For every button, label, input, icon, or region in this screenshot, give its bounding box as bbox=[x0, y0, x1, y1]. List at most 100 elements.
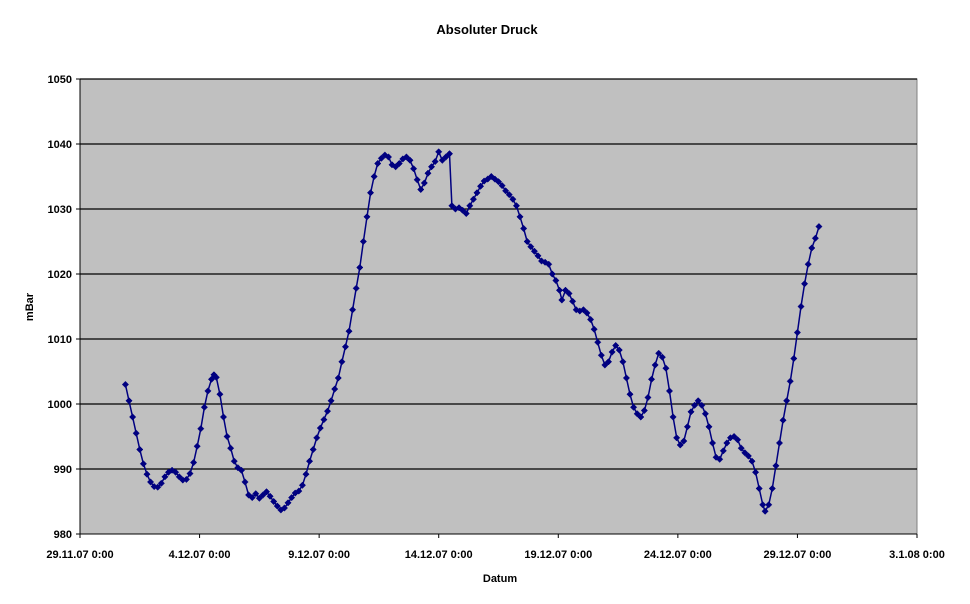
data-point bbox=[665, 387, 674, 395]
data-point bbox=[316, 424, 324, 432]
data-point bbox=[619, 358, 627, 366]
data-point bbox=[338, 358, 346, 366]
data-point bbox=[748, 457, 756, 465]
data-point bbox=[680, 437, 688, 445]
data-point bbox=[356, 263, 364, 272]
data-point bbox=[417, 185, 425, 194]
data-point bbox=[804, 260, 812, 268]
data-point bbox=[705, 423, 713, 431]
data-point bbox=[420, 179, 428, 187]
data-point bbox=[462, 209, 470, 218]
data-point bbox=[759, 501, 767, 509]
data-point bbox=[701, 410, 709, 418]
data-point bbox=[298, 481, 306, 489]
data-point bbox=[730, 432, 738, 441]
data-point bbox=[227, 444, 235, 452]
data-point bbox=[790, 354, 798, 363]
data-point bbox=[793, 328, 801, 337]
data-point bbox=[527, 243, 535, 251]
data-point bbox=[520, 224, 528, 233]
data-point bbox=[395, 159, 403, 168]
data-point bbox=[442, 153, 450, 161]
x-tick-label: 9.12.07 0:00 bbox=[288, 549, 350, 561]
data-point bbox=[341, 343, 350, 351]
data-point bbox=[772, 462, 780, 470]
data-point bbox=[392, 163, 400, 171]
data-point bbox=[612, 341, 620, 350]
y-axis-ticks: 980 990 1000 1010 1020 1030 1040 1050 bbox=[48, 74, 80, 541]
chart-title: Absoluter Druck bbox=[436, 22, 538, 37]
data-point bbox=[121, 380, 129, 389]
data-point bbox=[445, 150, 454, 158]
data-point bbox=[230, 457, 238, 465]
data-point bbox=[186, 469, 194, 478]
y-tick-label: 1030 bbox=[48, 204, 72, 216]
data-point bbox=[175, 473, 183, 481]
data-point bbox=[363, 213, 371, 221]
data-point bbox=[569, 297, 577, 305]
data-point bbox=[139, 460, 147, 468]
data-point bbox=[448, 202, 456, 210]
data-point bbox=[200, 403, 208, 411]
data-point bbox=[172, 468, 180, 476]
data-point bbox=[359, 237, 367, 246]
data-point bbox=[658, 353, 666, 361]
x-tick-label: 29.11.07 0:00 bbox=[46, 549, 113, 561]
data-point bbox=[534, 252, 542, 260]
data-point bbox=[590, 325, 598, 333]
data-point bbox=[630, 403, 638, 411]
data-point bbox=[136, 445, 144, 454]
data-point bbox=[768, 484, 776, 493]
data-point bbox=[255, 494, 263, 502]
data-point bbox=[334, 374, 342, 382]
data-point bbox=[487, 172, 495, 181]
data-point bbox=[146, 478, 155, 486]
data-point bbox=[708, 439, 717, 447]
data-point bbox=[640, 406, 648, 415]
data-point bbox=[143, 470, 151, 478]
data-point bbox=[622, 374, 630, 382]
data-point bbox=[561, 286, 570, 294]
y-tick-label: 980 bbox=[54, 529, 72, 541]
data-point bbox=[320, 416, 328, 424]
data-point bbox=[502, 187, 510, 195]
data-point bbox=[410, 165, 418, 173]
data-point bbox=[647, 375, 656, 383]
y-axis-label: mBar bbox=[24, 292, 36, 321]
data-point bbox=[125, 397, 133, 405]
data-point bbox=[190, 458, 198, 467]
data-point bbox=[698, 401, 706, 409]
data-point bbox=[604, 358, 613, 366]
data-point bbox=[505, 191, 513, 199]
data-point bbox=[512, 202, 520, 210]
data-point bbox=[331, 385, 339, 393]
data-point bbox=[676, 441, 684, 449]
data-point bbox=[775, 439, 784, 447]
data-point bbox=[644, 393, 652, 402]
data-point bbox=[783, 397, 791, 405]
data-point bbox=[161, 473, 169, 481]
data-point bbox=[323, 407, 332, 415]
data-point bbox=[154, 483, 162, 491]
data-point bbox=[406, 156, 414, 164]
data-point bbox=[349, 306, 357, 314]
data-point bbox=[270, 497, 278, 506]
data-point bbox=[752, 468, 760, 476]
x-tick-label: 14.12.07 0:00 bbox=[405, 549, 473, 561]
data-point bbox=[494, 178, 503, 186]
data-point bbox=[469, 195, 477, 203]
data-point bbox=[438, 156, 446, 164]
data-point bbox=[719, 447, 727, 455]
data-point bbox=[779, 416, 787, 424]
data-point bbox=[579, 306, 587, 314]
data-point bbox=[811, 234, 819, 242]
data-point bbox=[741, 449, 749, 457]
data-point bbox=[288, 494, 296, 502]
data-point bbox=[552, 276, 560, 285]
x-tick-label: 4.12.07 0:00 bbox=[169, 549, 231, 561]
data-point bbox=[157, 479, 165, 487]
data-point bbox=[655, 349, 663, 357]
data-point bbox=[509, 195, 517, 203]
data-point bbox=[241, 478, 249, 486]
